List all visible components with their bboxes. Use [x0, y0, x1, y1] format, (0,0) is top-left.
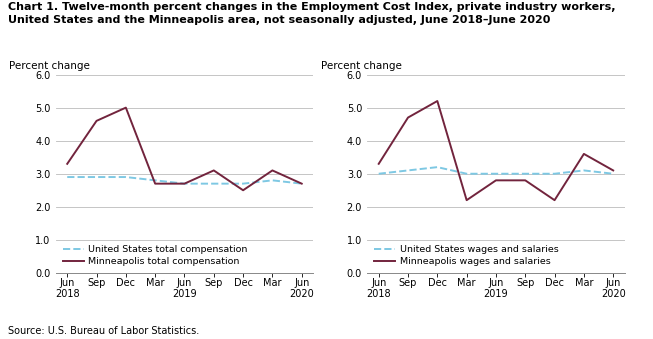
Minneapolis wages and salaries [434, 99, 441, 103]
United States wages and salaries [609, 172, 617, 176]
Minneapolis total compensation [63, 162, 71, 166]
Text: Percent change: Percent change [321, 61, 402, 71]
Minneapolis wages and salaries [404, 116, 412, 120]
Text: Source: U.S. Bureau of Labor Statistics.: Source: U.S. Bureau of Labor Statistics. [8, 326, 199, 336]
United States total compensation [63, 175, 71, 179]
Line: United States wages and salaries: United States wages and salaries [379, 167, 613, 174]
United States total compensation [268, 178, 276, 182]
United States wages and salaries [375, 172, 383, 176]
United States wages and salaries [463, 172, 471, 176]
Text: United States and the Minneapolis area, not seasonally adjusted, June 2018–June : United States and the Minneapolis area, … [8, 15, 550, 25]
Minneapolis wages and salaries [492, 178, 500, 182]
United States total compensation [93, 175, 101, 179]
Legend: United States total compensation, Minneapolis total compensation: United States total compensation, Minnea… [63, 245, 247, 266]
United States total compensation [298, 182, 306, 186]
United States wages and salaries [434, 165, 441, 169]
United States wages and salaries [404, 168, 412, 173]
United States total compensation [151, 178, 159, 182]
United States total compensation [122, 175, 130, 179]
Minneapolis total compensation [180, 182, 189, 186]
Line: Minneapolis wages and salaries: Minneapolis wages and salaries [379, 101, 613, 200]
Minneapolis total compensation [210, 168, 217, 173]
Minneapolis wages and salaries [609, 168, 617, 173]
Minneapolis total compensation [239, 188, 247, 192]
Minneapolis total compensation [151, 182, 159, 186]
United States total compensation [210, 182, 217, 186]
Minneapolis total compensation [268, 168, 276, 173]
Line: United States total compensation: United States total compensation [67, 177, 302, 184]
United States wages and salaries [550, 172, 558, 176]
Line: Minneapolis total compensation: Minneapolis total compensation [67, 108, 302, 190]
Minneapolis wages and salaries [550, 198, 558, 202]
Text: Chart 1. Twelve-month percent changes in the Employment Cost Index, private indu: Chart 1. Twelve-month percent changes in… [8, 2, 615, 12]
Legend: United States wages and salaries, Minneapolis wages and salaries: United States wages and salaries, Minnea… [374, 245, 558, 266]
Minneapolis total compensation [93, 119, 101, 123]
Minneapolis wages and salaries [375, 162, 383, 166]
United States wages and salaries [580, 168, 588, 173]
Minneapolis total compensation [122, 106, 130, 110]
Minneapolis total compensation [298, 182, 306, 186]
United States total compensation [239, 182, 247, 186]
Text: Percent change: Percent change [9, 61, 90, 71]
United States wages and salaries [492, 172, 500, 176]
Minneapolis wages and salaries [521, 178, 529, 182]
Minneapolis wages and salaries [580, 152, 588, 156]
United States wages and salaries [521, 172, 529, 176]
United States total compensation [180, 182, 189, 186]
Minneapolis wages and salaries [463, 198, 471, 202]
